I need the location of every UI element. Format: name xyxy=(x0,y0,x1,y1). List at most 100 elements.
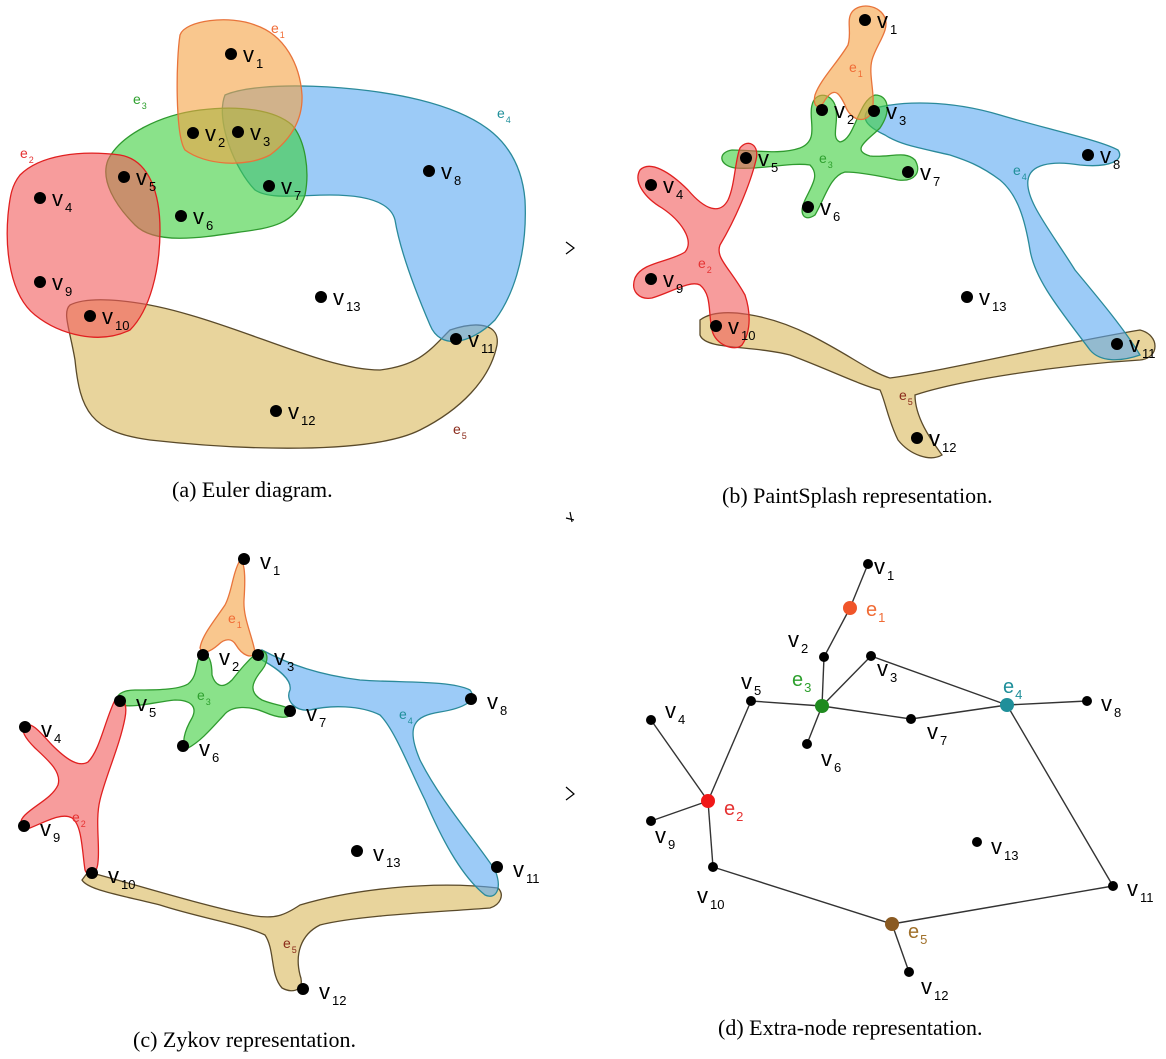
vertex-v9-dot xyxy=(646,816,656,826)
hub-label-e3: e3 xyxy=(792,669,811,695)
hub-e1 xyxy=(843,601,857,615)
vertex-v2-dot xyxy=(819,652,829,662)
vertex-v12-label: v 12 xyxy=(319,979,346,1008)
link-e1-v1 xyxy=(849,563,869,609)
vertex-v3-dot xyxy=(868,105,880,117)
link-e2-v4 xyxy=(650,719,709,802)
vertex-v1-dot xyxy=(225,48,237,60)
euler-label-e4: e4 xyxy=(497,105,511,125)
euler-label-e5: e5 xyxy=(453,421,467,441)
link-e1-v2 xyxy=(823,607,851,658)
hub-e5 xyxy=(885,917,899,931)
vertex-v4-dot xyxy=(646,715,656,725)
vertex-v11-dot xyxy=(1108,881,1118,891)
vertex-v10-label: v 10 xyxy=(697,883,724,912)
panel-a-euler: e1 e3 e2 e4 e5 v 1v 2 v 3v 4v 5v 6v 7v 8v 9v 10v 11v… xyxy=(6,19,526,502)
vertex-v7-dot xyxy=(284,705,296,717)
hub-label-e4: e4 xyxy=(1003,676,1022,702)
zykov-region-e4 xyxy=(261,648,499,897)
zykov-region-e3 xyxy=(116,650,293,749)
splash-region-e1 xyxy=(813,5,887,121)
zykov-region-e1 xyxy=(199,559,256,657)
splash-region-e2 xyxy=(633,142,758,349)
vertex-v7-dot xyxy=(263,180,275,192)
link-e3-v7 xyxy=(821,705,912,720)
vertex-v12-label: v 12 xyxy=(929,426,956,455)
splash-label-e2: e2 xyxy=(698,255,712,275)
vertex-v11-label: v 11 xyxy=(468,327,495,356)
vertex-v6-dot xyxy=(177,740,189,752)
zykov-label-e1: e1 xyxy=(228,610,242,630)
vertex-v4-dot xyxy=(645,179,657,191)
hub-label-e5: e5 xyxy=(908,921,927,947)
vertex-v11-dot xyxy=(450,333,462,345)
vertex-v10-dot xyxy=(708,862,718,872)
arrow-mark-3 xyxy=(565,786,575,801)
link-e3-v3 xyxy=(821,655,872,707)
splash-region-e4 xyxy=(864,102,1141,361)
vertex-v5-dot xyxy=(746,696,756,706)
vertex-v8-dot xyxy=(1082,696,1092,706)
vertex-v1-dot xyxy=(863,559,873,569)
link-e3-v2 xyxy=(821,656,825,707)
hub-e4 xyxy=(1000,698,1014,712)
extra-node-hubs: e1 e2 e3 e4 e5 xyxy=(701,599,1022,947)
link-e5-v10 xyxy=(712,866,893,925)
vertex-v12-dot xyxy=(904,967,914,977)
vertex-v13-dot xyxy=(315,291,327,303)
vertex-v3-dot xyxy=(866,651,876,661)
vertex-v13-label: v 13 xyxy=(333,285,360,314)
euler-label-e1: e1 xyxy=(271,20,285,40)
vertex-v10-dot xyxy=(86,867,98,879)
caption-a: (a) Euler diagram. xyxy=(172,477,333,502)
arrow-mark-2 xyxy=(565,511,575,523)
vertex-v5-dot xyxy=(740,152,752,164)
vertex-v4-dot xyxy=(34,192,46,204)
zykov-region-e2 xyxy=(20,697,127,876)
vertex-v12-label: v 12 xyxy=(921,974,948,1003)
vertex-v8-dot xyxy=(465,693,477,705)
vertex-v12-dot xyxy=(270,405,282,417)
panel-b-paintsplash: e1 e3 e4 e2 e5 v 1v 2 v 3v 4v 5v 6v 7v 8v 9v 10 v 11v… xyxy=(633,5,1156,508)
panel-c-zykov: e1 e3 e4 e2 e5 v 1v 2 v 3v 4v 5v 6v 7v 8v 9v 10v 11v… xyxy=(18,549,540,1052)
hub-label-e1: e1 xyxy=(866,599,885,625)
vertex-v11-dot xyxy=(491,861,503,873)
splash-label-e5: e5 xyxy=(899,387,913,407)
splash-label-e4: e4 xyxy=(1013,162,1027,182)
zykov-label-e4: e4 xyxy=(399,706,413,726)
link-e4-v3 xyxy=(870,655,1008,706)
extra-node-vertices: v 1 v 2 v 3 v 4 v 5 v 6 v 7 v 8 v 9 v 10 v 11 v 12 v 13 xyxy=(646,554,1154,1003)
vertex-v9-dot xyxy=(645,273,657,285)
vertex-v10-dot xyxy=(84,310,96,322)
vertex-v8-dot xyxy=(423,165,435,177)
vertex-v11-label: v 11 xyxy=(1129,332,1156,361)
vertex-v10-label: v 10 xyxy=(728,314,755,343)
vertex-v12-dot xyxy=(911,432,923,444)
splash-vertices: v 1 v 2 v 3 v 4 v 5 v 6 v 7 v 8 v 9 v 10 v 11 v 12 v 13 xyxy=(645,8,1156,455)
hub-e3 xyxy=(815,699,829,713)
link-e2-v5 xyxy=(707,700,752,802)
hub-label-e2: e2 xyxy=(724,798,743,824)
